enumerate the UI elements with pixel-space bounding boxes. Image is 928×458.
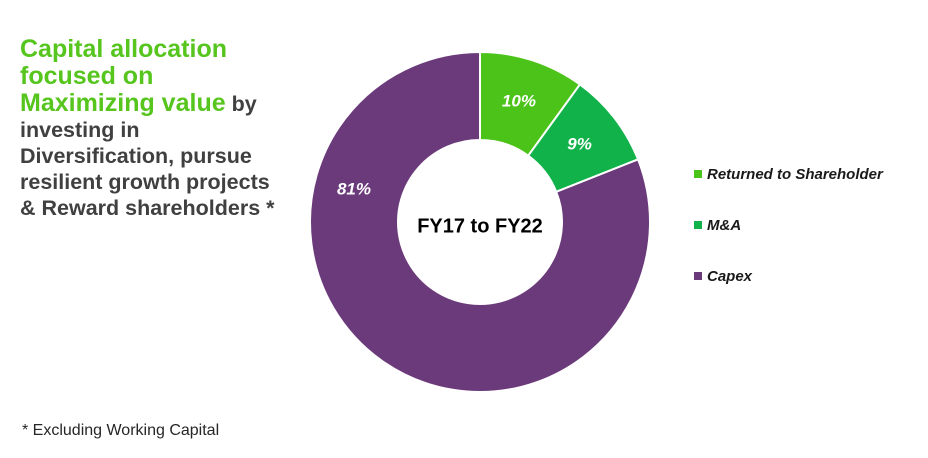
donut-label-returned-to-shareholder: 10% [502,92,536,111]
headline-green-line-1: Capital allocation [20,35,227,63]
headline-by-word: by [231,92,257,116]
legend-item-returned-to-shareholder: Returned to Shareholder [694,162,883,186]
donut-label-capex: 81% [337,180,371,199]
chart-legend: Returned to Shareholder M&A Capex [694,162,883,315]
legend-label-m-and-a: M&A [707,216,742,234]
headline-gray-line-2: Diversification, pursue [20,144,252,168]
legend-label-capex: Capex [707,267,753,285]
legend-item-capex: Capex [694,264,883,288]
donut-label-m-and-a: 9% [567,134,592,153]
legend-swatch-m-and-a [694,221,702,229]
legend-label-returned-to-shareholder: Returned to Shareholder [707,165,883,183]
headline-gray-line-3: resilient growth projects [20,170,270,194]
headline-green-line-2: focused on [20,62,154,90]
donut-slice-labels: 10% 9% 81% [337,92,592,199]
footnote: * Excluding Working Capital [22,422,220,439]
donut-center-label: FY17 to FY22 [417,215,543,237]
legend-swatch-capex [694,272,702,280]
legend-item-m-and-a: M&A [694,213,883,237]
headline-gray-line-1: investing in [20,118,140,142]
headline-green-line-3: Maximizing value [20,89,226,117]
legend-swatch-returned-to-shareholder [694,170,702,178]
donut-slices [309,50,651,393]
headline: Capital allocation focused on Maximizing v… [20,36,320,221]
headline-gray-line-4: & Reward shareholders * [20,196,275,220]
donut-slice-capex [309,50,651,393]
